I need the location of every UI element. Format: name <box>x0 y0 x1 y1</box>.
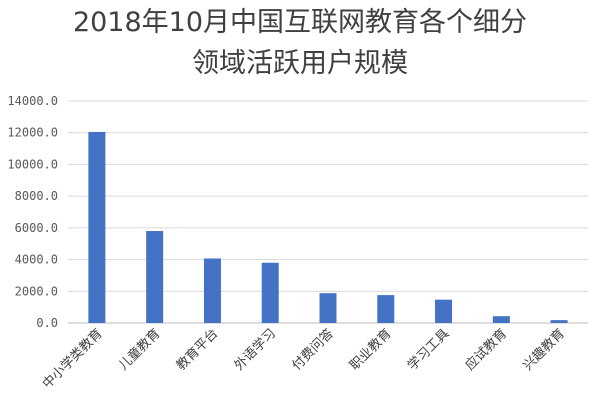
y-axis-ticks: 0.0 2000.0 4000.0 6000.0 8000.0 10000.0 12000.… <box>7 94 58 330</box>
y-tick-label: 4000.0 <box>15 253 58 267</box>
x-category-label: 儿童教育 <box>115 326 163 374</box>
bar <box>261 262 279 323</box>
chart-title-line1: 2018年10月中国互联网教育各个细分 <box>72 7 528 38</box>
y-tick-label: 14000.0 <box>7 94 58 108</box>
bar <box>492 316 510 323</box>
x-category-label: 付费问答 <box>289 326 337 374</box>
x-category-label: 教育平台 <box>173 326 221 374</box>
y-tick-label: 12000.0 <box>7 126 58 140</box>
bar <box>88 131 106 323</box>
x-category-label: 应试教育 <box>462 326 510 374</box>
bar <box>146 231 164 323</box>
bar <box>377 295 395 323</box>
chart-title-line2: 领域活跃用户规模 <box>192 48 408 79</box>
y-tick-label: 0.0 <box>36 316 58 330</box>
bar <box>550 320 568 323</box>
x-category-label: 职业教育 <box>347 326 395 374</box>
y-tick-label: 2000.0 <box>15 284 58 298</box>
y-tick-label: 10000.0 <box>7 157 58 171</box>
x-category-label: 外语学习 <box>231 326 279 374</box>
x-category-label: 中小学类教育 <box>39 326 105 392</box>
y-tick-label: 6000.0 <box>15 221 58 235</box>
x-axis-categories: 中小学类教育 儿童教育 教育平台 外语学习 付费问答 职业教育 学习工具 应试教育 兴趣教育 <box>39 326 568 392</box>
y-tick-label: 8000.0 <box>15 189 58 203</box>
bar <box>203 258 221 323</box>
x-category-label: 兴趣教育 <box>520 326 568 374</box>
gridlines <box>68 100 588 324</box>
bar <box>319 293 337 323</box>
bar <box>435 299 453 323</box>
x-category-label: 学习工具 <box>404 326 452 374</box>
bars <box>88 131 568 323</box>
